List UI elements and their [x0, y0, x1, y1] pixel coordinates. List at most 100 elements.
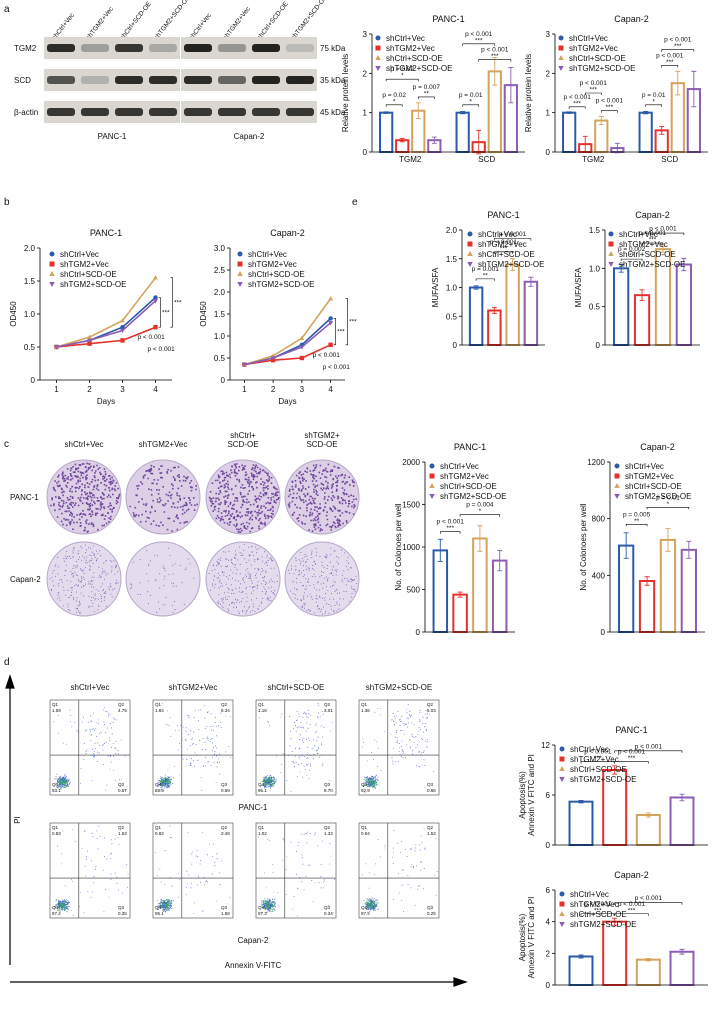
legend-label: shTGM2+SCD-OE	[569, 64, 635, 73]
quadrant-name: Q2	[427, 702, 434, 707]
error-bar	[659, 125, 665, 135]
quadrant-name: Q3	[324, 782, 331, 787]
blot-strip	[44, 69, 180, 91]
y-tick-label: 2.0	[446, 226, 458, 235]
events	[258, 703, 333, 792]
flow-row-label: Capan-2	[238, 936, 269, 945]
legend-label: shTGM2+SCD-OE	[478, 260, 544, 269]
significance-stars: *	[652, 98, 655, 105]
colonies	[129, 464, 198, 532]
error-bar	[497, 549, 503, 572]
bar	[635, 958, 661, 987]
error-bar	[675, 70, 681, 96]
y-tick-label: 1.5	[24, 277, 36, 286]
p-value: p = 0.007	[413, 84, 441, 91]
y-axis-title: Relative protein levels	[341, 54, 350, 132]
well	[46, 541, 122, 617]
y-axis-title: Relative protein levels	[524, 54, 533, 132]
band	[47, 76, 75, 84]
bar	[468, 286, 484, 346]
band	[184, 76, 212, 84]
flow-column-label: shTGM2+Vec	[169, 683, 218, 692]
y-tick-label: 6	[546, 791, 551, 800]
error-bar	[415, 102, 421, 120]
band	[218, 44, 246, 52]
legend-label: shTGM2+Vec	[570, 755, 619, 764]
error-bar	[665, 528, 671, 552]
chart-title: PANC-1	[454, 442, 486, 452]
legend-label: shTGM2+Vec	[386, 44, 435, 53]
error-bar	[566, 111, 572, 114]
bar	[505, 263, 520, 346]
legend-marker	[614, 483, 620, 488]
y-tick-label: 1.0	[589, 264, 601, 273]
error-bar	[457, 591, 463, 598]
y-axis-title: Annexin V FITC and PI	[527, 897, 536, 979]
point	[328, 342, 333, 347]
error-bar	[508, 66, 514, 104]
quadrant-value: 1.33	[324, 831, 333, 836]
p-value: p = 0.01	[459, 92, 483, 99]
events-dense	[261, 776, 276, 789]
p-value: p < 0.001	[584, 749, 612, 756]
bracket	[385, 104, 403, 107]
quadrant-value: 1.59	[52, 708, 61, 713]
error-bar	[614, 142, 620, 154]
legend-label: shCtrl+SCD-OE	[570, 910, 627, 919]
flow-column-label: shTGM2+SCD-OE	[366, 683, 432, 692]
p-value: p < 0.001	[635, 895, 663, 902]
panel-letter: b	[4, 197, 10, 208]
p-value: p < 0.001	[564, 94, 592, 101]
error-bar	[578, 954, 584, 959]
quadrant-name: Q2	[118, 825, 125, 830]
y-tick-label: 0	[546, 148, 551, 157]
legend-label: shTGM2+Vec	[625, 472, 674, 481]
well	[284, 459, 360, 535]
p-value: p = 0.01	[656, 494, 680, 501]
bar	[613, 267, 630, 347]
legend-marker	[559, 901, 565, 907]
point	[299, 335, 305, 340]
legend-label: shTGM2+Vec	[619, 240, 668, 249]
significance-stars: **	[483, 272, 489, 279]
bar	[455, 111, 470, 153]
point	[120, 317, 125, 323]
band	[252, 76, 280, 84]
legend-marker	[375, 45, 381, 51]
panel-letter: d	[4, 657, 10, 668]
quadrant-value: 0.68	[427, 788, 436, 793]
p-value: p < 0.001	[437, 519, 465, 526]
point	[120, 328, 125, 334]
p-value: p < 0.001	[323, 364, 351, 371]
significance-stars: *	[393, 98, 396, 105]
size-label: 35 kDa	[320, 76, 346, 85]
error-bar	[476, 129, 482, 155]
y-tick-label: 0.5	[24, 343, 36, 352]
point	[153, 275, 158, 280]
quadrant-value: 0.83	[52, 831, 61, 836]
quadrant-value: 0.69	[221, 788, 230, 793]
quadrant-name: Q4	[361, 782, 368, 787]
legend-marker	[608, 241, 614, 247]
blot-strip	[181, 37, 317, 59]
band	[286, 108, 314, 116]
quadrant-name: Q1	[155, 825, 162, 830]
error-bar	[691, 70, 697, 108]
series-line	[244, 298, 332, 366]
series-line	[56, 277, 157, 348]
significance-stars: *	[479, 508, 482, 515]
bracket	[462, 104, 480, 107]
band	[286, 44, 314, 52]
error-bar	[686, 540, 692, 559]
legend-label: shCtrl+Vec	[248, 250, 287, 259]
p-value: p < 0.001	[465, 31, 493, 38]
quadrant-name: Q4	[258, 905, 265, 910]
quadrant-lines	[256, 700, 336, 795]
error-bar	[612, 765, 618, 775]
x-tick-label: 3	[120, 385, 125, 394]
error-bar	[460, 111, 466, 115]
protein-label: TGM2	[14, 44, 37, 53]
p-value: p < 0.001	[499, 231, 527, 238]
events-dense	[159, 777, 172, 788]
bracket	[641, 232, 685, 236]
